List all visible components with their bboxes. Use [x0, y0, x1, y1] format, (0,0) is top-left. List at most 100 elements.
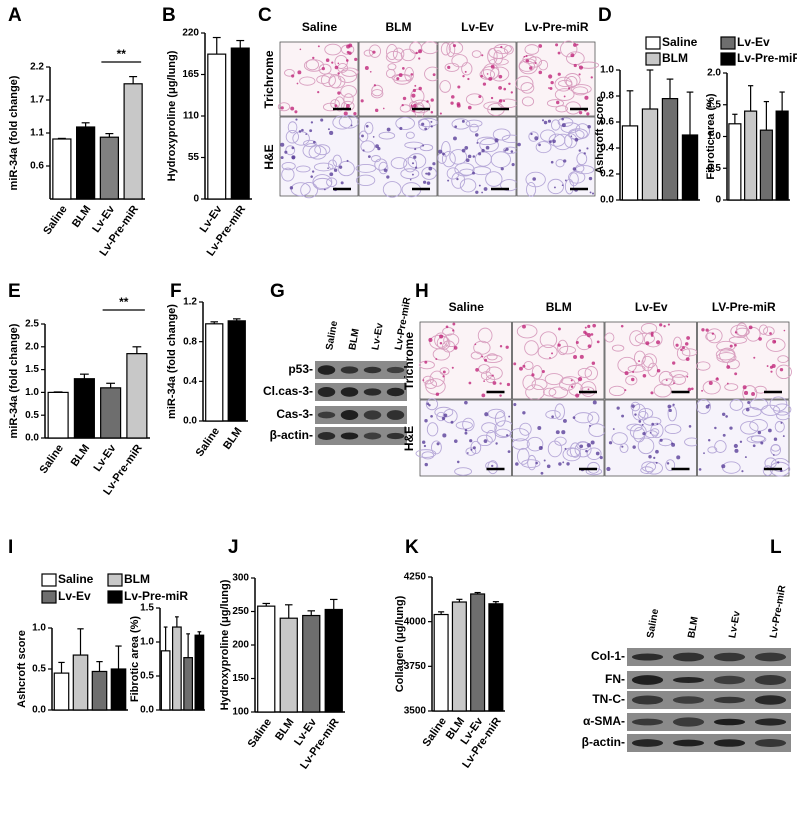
alveolus — [568, 170, 586, 184]
y-tick-label: 0.8 — [183, 336, 197, 347]
y-tick-label: 2.0 — [707, 68, 721, 79]
y-tick-label: 150 — [232, 673, 249, 684]
alveolus — [403, 157, 418, 173]
alveolus — [324, 43, 342, 56]
nucleus — [561, 184, 564, 187]
nucleus — [418, 57, 421, 60]
blot-band — [672, 717, 705, 727]
blot-band — [672, 676, 705, 684]
nucleus — [481, 355, 484, 358]
nucleus — [311, 170, 315, 173]
alveolus — [410, 99, 431, 114]
nucleus — [546, 464, 551, 469]
alveolus — [332, 154, 342, 168]
nucleus — [499, 382, 502, 385]
nucleus — [561, 430, 566, 435]
nucleus — [465, 158, 470, 163]
nucleus — [574, 137, 579, 142]
alveolus — [525, 171, 546, 188]
alveolus — [314, 144, 331, 156]
nucleus — [586, 147, 589, 150]
nucleus — [508, 82, 511, 85]
alveolus — [277, 102, 291, 112]
legend-swatch — [645, 52, 661, 66]
nucleus — [372, 135, 375, 138]
nucleus — [768, 428, 772, 433]
alveolus — [400, 168, 420, 180]
row-label: Cas-3- — [276, 407, 313, 421]
alveolus — [448, 41, 464, 55]
nucleus — [549, 356, 551, 359]
nucleus — [478, 152, 482, 156]
alveolus — [544, 373, 564, 386]
alveolus — [578, 61, 600, 69]
nucleus — [586, 443, 591, 448]
nucleus — [562, 418, 567, 423]
nucleus — [413, 104, 417, 108]
alveolus — [560, 122, 581, 134]
blot-strip — [315, 361, 407, 379]
nucleus — [442, 375, 445, 378]
nucleus — [411, 173, 414, 176]
nucleus — [483, 187, 488, 191]
nucleus — [450, 101, 454, 105]
nucleus — [666, 462, 670, 465]
alveolus — [327, 159, 337, 170]
nucleus — [631, 404, 635, 408]
nucleus — [452, 322, 456, 326]
y-tick-label: 220 — [182, 28, 199, 39]
alveolus — [399, 104, 411, 113]
nucleus — [549, 87, 553, 90]
y-tick-label: 200 — [232, 640, 249, 651]
panel-letter: C — [258, 5, 272, 26]
nucleus — [701, 389, 704, 392]
nucleus — [517, 142, 521, 147]
nucleus — [312, 140, 316, 144]
alveolus — [465, 93, 484, 106]
nucleus — [573, 63, 577, 68]
nucleus — [386, 175, 390, 179]
nucleus — [645, 341, 650, 346]
nucleus — [624, 389, 627, 392]
nucleus — [641, 423, 644, 426]
nucleus — [432, 73, 436, 77]
nucleus — [337, 62, 340, 65]
nucleus — [531, 373, 535, 377]
nucleus — [398, 73, 403, 77]
y-tick-label: 100 — [232, 707, 249, 718]
alveolus — [490, 151, 511, 168]
nucleus — [499, 394, 502, 397]
bar — [110, 668, 127, 711]
alveolus — [584, 366, 598, 381]
legend-swatch — [720, 36, 736, 50]
nucleus — [529, 66, 533, 70]
nucleus — [424, 127, 428, 131]
nucleus — [500, 45, 503, 49]
blot-band — [754, 695, 787, 705]
y-tick-label: 0.0 — [140, 705, 154, 716]
nucleus — [707, 404, 710, 407]
nucleus — [564, 179, 567, 182]
y-tick-label: 0.6 — [30, 161, 44, 172]
nucleus — [350, 124, 353, 127]
alveolus — [479, 69, 495, 80]
y-tick-label: 0.5 — [32, 664, 46, 675]
alveolus — [355, 163, 377, 173]
y-tick-label: 55 — [188, 152, 200, 163]
blot-band — [631, 675, 664, 685]
nucleus — [280, 106, 284, 110]
lane-label: Lv-Ev — [370, 322, 386, 351]
alveolus — [371, 84, 384, 97]
row-label: β-actin- — [270, 428, 313, 442]
nucleus — [540, 471, 544, 475]
blot-band — [317, 387, 336, 397]
alveolus — [637, 411, 649, 421]
nucleus — [483, 380, 486, 382]
nucleus — [461, 119, 465, 123]
alveolus — [430, 440, 442, 455]
micrograph — [437, 116, 517, 197]
lane-label: Saline — [645, 608, 661, 639]
alveolus — [477, 327, 493, 344]
alveolus — [775, 364, 792, 380]
nucleus — [744, 456, 747, 459]
